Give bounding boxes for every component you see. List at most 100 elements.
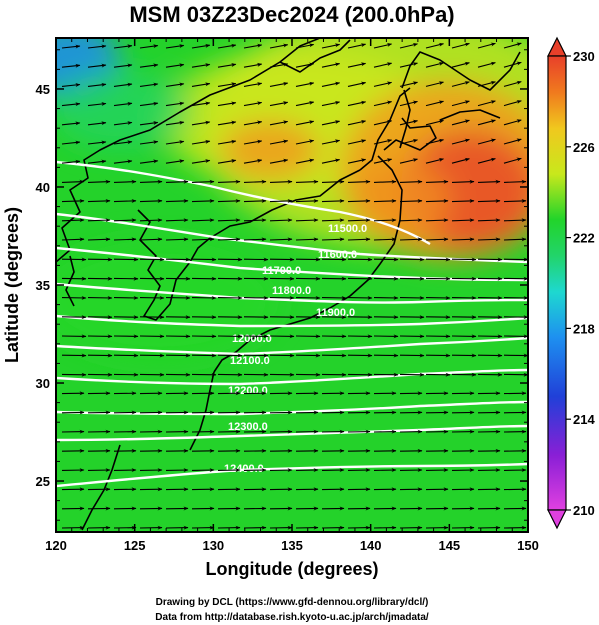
wind-arrow	[451, 218, 475, 223]
wind-arrow	[477, 237, 501, 242]
wind-arrow	[61, 44, 81, 49]
wind-arrow	[113, 63, 133, 68]
wind-arrow	[503, 179, 527, 184]
wind-arrow	[165, 101, 185, 107]
contour-label: 11600.0	[318, 249, 357, 261]
wind-arrow	[61, 102, 81, 107]
x-tick-label: 135	[281, 538, 303, 553]
wind-arrow	[87, 237, 111, 242]
wind-arrow	[295, 81, 315, 87]
wind-arrow	[217, 120, 237, 126]
x-tick-label: 120	[45, 538, 67, 553]
wind-arrow	[165, 82, 185, 87]
wind-arrow	[139, 82, 159, 87]
wind-arrow	[217, 159, 237, 164]
wind-arrow	[139, 179, 163, 184]
wind-arrow	[373, 179, 397, 184]
wind-arrow	[87, 198, 111, 203]
wind-arrow	[503, 100, 522, 107]
wind-arrow	[243, 120, 263, 126]
wind-arrow	[321, 158, 341, 164]
colorbar-top-triangle	[547, 36, 567, 57]
colorbar-tick-label: 226	[573, 140, 595, 155]
wind-arrow	[87, 121, 107, 126]
colorbar: 210 214 218 222 226 230	[547, 36, 595, 530]
wind-arrow	[425, 119, 444, 126]
y-axis-label: Latitude (degrees)	[2, 207, 22, 363]
wind-arrow	[451, 157, 470, 164]
wind-arrow	[269, 198, 293, 203]
wind-arrow	[373, 43, 393, 49]
wind-arrow	[530, 158, 547, 163]
wind-arrow	[243, 198, 267, 203]
wind-arrow	[399, 198, 423, 203]
wind-arrow	[295, 120, 315, 126]
wind-vectors	[61, 42, 547, 530]
wind-arrow	[139, 63, 159, 68]
wind-arrow	[399, 179, 423, 184]
wind-arrow	[425, 81, 444, 87]
contour-label: 12000.0	[232, 333, 272, 345]
wind-arrow	[399, 237, 423, 242]
wind-arrow	[191, 63, 211, 68]
wind-arrow	[113, 218, 137, 223]
y-tick-label: 40	[36, 180, 50, 195]
wind-arrow	[165, 44, 185, 49]
wind-arrow	[165, 63, 185, 68]
wind-arrow	[321, 218, 345, 223]
wind-arrow	[191, 120, 211, 126]
wind-arrow	[321, 179, 345, 184]
y-tick-label: 35	[36, 278, 50, 293]
wind-arrow	[87, 63, 107, 68]
wind-arrow	[477, 100, 496, 107]
wind-arrow	[87, 218, 111, 223]
wind-arrow	[61, 140, 81, 145]
wind-arrow	[191, 43, 211, 49]
wind-arrow	[451, 119, 470, 126]
wind-arrow	[165, 218, 189, 223]
colorbar-tick-label: 222	[573, 231, 595, 246]
wind-arrow	[321, 198, 345, 203]
wind-arrow	[399, 81, 418, 87]
wind-arrow	[295, 218, 319, 223]
wind-arrow	[139, 101, 159, 107]
wind-arrow	[373, 158, 393, 164]
contour-label: 12100.0	[230, 355, 270, 367]
wind-arrow	[295, 43, 315, 49]
wind-arrow	[191, 198, 215, 203]
wind-arrow	[477, 81, 496, 87]
wind-arrow	[347, 139, 367, 145]
wind-arrow	[425, 138, 444, 145]
wind-arrow	[530, 139, 547, 144]
wind-arrow	[451, 100, 470, 107]
wind-arrow	[61, 159, 81, 164]
wind-arrow	[451, 179, 475, 184]
credit-drawing: Drawing by DCL (https://www.gfd-dennou.o…	[156, 597, 429, 608]
wind-arrow	[530, 62, 547, 67]
wind-arrow	[217, 82, 237, 87]
y-tick-label: 45	[36, 82, 50, 97]
wind-arrow	[530, 120, 547, 125]
wind-arrow	[243, 158, 263, 164]
wind-arrow	[269, 179, 293, 184]
x-tick-label: 150	[517, 538, 539, 553]
wind-arrow	[139, 44, 159, 49]
wind-arrow	[503, 218, 527, 223]
wind-arrow	[217, 63, 237, 68]
wind-arrow	[191, 82, 211, 87]
wind-arrow	[347, 218, 371, 223]
wind-arrow	[347, 198, 371, 203]
wind-arrow	[165, 237, 189, 242]
wind-arrow	[399, 158, 418, 164]
wind-arrow	[269, 62, 289, 68]
wind-arrow	[217, 179, 241, 184]
wind-arrow	[399, 218, 423, 223]
wind-arrow	[61, 218, 85, 223]
wind-arrow	[269, 237, 293, 242]
wind-arrow	[425, 218, 449, 223]
wind-arrow	[373, 62, 393, 68]
wind-arrow	[113, 121, 133, 126]
colorbar-scale	[547, 55, 567, 511]
wind-arrow	[425, 158, 444, 164]
wind-arrow	[399, 119, 418, 126]
